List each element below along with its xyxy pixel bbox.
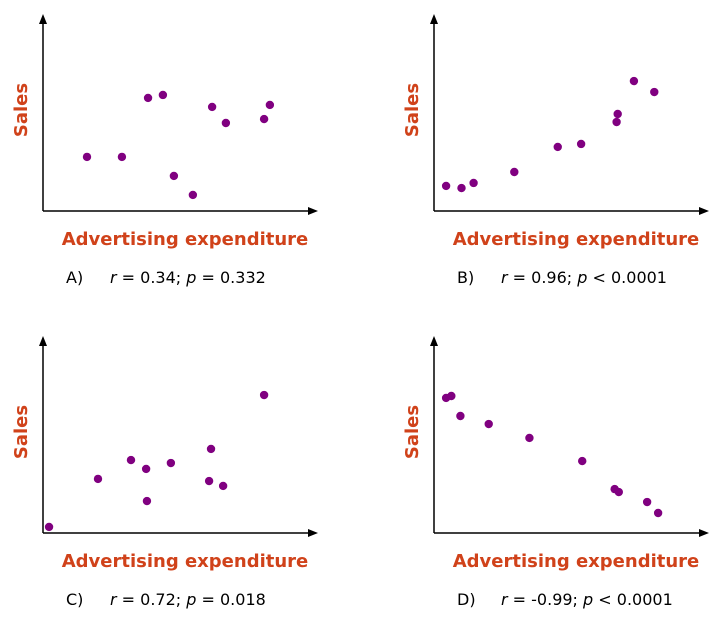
panel-label: C) (66, 590, 83, 609)
data-point (525, 433, 534, 443)
data-point (629, 76, 639, 86)
stat-caption: r = 0.34; p = 0.332 (110, 268, 266, 287)
y-axis-arrow (430, 14, 438, 24)
data-point (169, 171, 179, 181)
data-point (207, 102, 217, 112)
panel-label: D) (457, 590, 476, 609)
stat-symbol: p (576, 268, 587, 287)
y-axis-arrow (430, 336, 438, 346)
stat-symbol: r (110, 268, 118, 287)
x-axis-label: Advertising expenditure (453, 229, 700, 250)
data-point (612, 117, 621, 127)
x-axis-label: Advertising expenditure (62, 229, 309, 250)
data-point (117, 152, 127, 162)
data-point (484, 419, 493, 429)
stat-value: = 0.018 (196, 590, 265, 609)
x-axis-arrow (699, 529, 709, 537)
data-point (93, 474, 103, 484)
stat-caption: r = 0.72; p = 0.018 (110, 590, 266, 609)
data-point (614, 487, 623, 497)
data-point (204, 476, 214, 486)
x-axis-arrow (308, 529, 318, 537)
data-point (166, 458, 176, 468)
y-axis-label: Sales (402, 405, 423, 459)
data-point (447, 391, 456, 401)
y-axis-label: Sales (11, 405, 32, 459)
data-point (642, 497, 652, 507)
data-point (441, 181, 451, 191)
y-axis-arrow (39, 14, 47, 24)
stat-value: = 0.34; (117, 268, 187, 287)
data-point (221, 118, 231, 128)
data-point (457, 183, 466, 193)
data-point (141, 464, 151, 474)
data-point (510, 167, 519, 177)
scatter-panel-a: Advertising expenditure Sales A) r = 0.34; … (11, 14, 318, 287)
data-point (553, 142, 562, 152)
stat-value: = 0.72; (117, 590, 187, 609)
data-point (126, 455, 136, 465)
data-point (259, 390, 269, 400)
data-point (469, 178, 478, 188)
data-point (143, 93, 153, 103)
stat-value: < 0.0001 (593, 590, 673, 609)
stat-value: < 0.0001 (587, 268, 667, 287)
data-point (142, 496, 152, 506)
x-axis-arrow (699, 207, 709, 215)
data-point (188, 190, 198, 200)
stat-symbol: p (582, 590, 593, 609)
stat-symbol: p (185, 590, 196, 609)
stat-symbol: r (501, 590, 509, 609)
x-axis-label: Advertising expenditure (62, 551, 309, 572)
panel-label: B) (457, 268, 474, 287)
data-point (613, 109, 622, 119)
panel-label: A) (66, 268, 83, 287)
x-axis-arrow (308, 207, 318, 215)
stat-caption: r = -0.99; p < 0.0001 (501, 590, 673, 609)
data-point (158, 90, 168, 100)
x-axis-label: Advertising expenditure (453, 551, 700, 572)
data-point (456, 411, 465, 421)
stat-value: = -0.99; (508, 590, 583, 609)
stat-value: = 0.332 (196, 268, 265, 287)
y-axis-label: Sales (402, 83, 423, 137)
data-point (578, 456, 587, 466)
stat-symbol: r (501, 268, 509, 287)
scatter-panel-d: Advertising expenditure Sales D) r = -0.99;… (402, 336, 709, 609)
stat-value: = 0.96; (508, 268, 578, 287)
data-point (44, 522, 54, 532)
stat-caption: r = 0.96; p < 0.0001 (501, 268, 667, 287)
stat-symbol: r (110, 590, 118, 609)
y-axis-label: Sales (11, 83, 32, 137)
scatter-panel-c: Advertising expenditure Sales C) r = 0.72; … (11, 336, 318, 609)
data-point (206, 444, 216, 454)
data-point (259, 114, 269, 124)
data-point (82, 152, 92, 162)
data-point (265, 100, 275, 110)
data-point (653, 508, 663, 518)
data-point (218, 481, 228, 491)
y-axis-arrow (39, 336, 47, 346)
data-point (650, 87, 659, 97)
data-point (576, 139, 586, 149)
stat-symbol: p (185, 268, 196, 287)
scatter-panel-b: Advertising expenditure Sales B) r = 0.96; … (402, 14, 709, 287)
